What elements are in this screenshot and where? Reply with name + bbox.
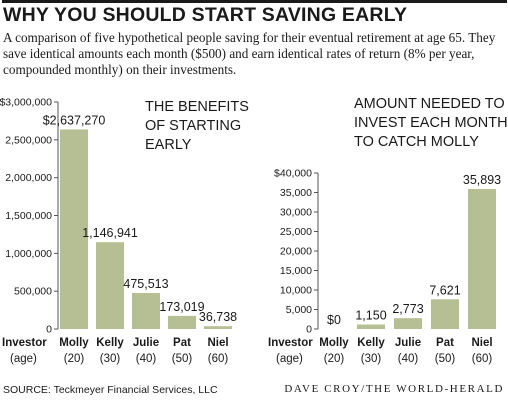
right-y-tick-label: 25,000: [280, 226, 312, 238]
left-y-tick-label: 0: [46, 324, 52, 336]
right-row-label-age: (age): [276, 353, 303, 365]
left-row-label-investor: Investor: [2, 337, 47, 349]
left-bar-pat: [168, 315, 196, 329]
left-y-tick-label: 1,500,000: [5, 210, 52, 222]
left-age-label: (20): [64, 353, 85, 365]
right-row-label-investor: Investor: [268, 337, 313, 349]
right-bar-kelly: [357, 324, 385, 329]
right-age-label: (20): [324, 353, 345, 365]
right-chart-title-line: INVEST EACH MONTH: [354, 115, 508, 131]
left-y-tick-label: 2,000,000: [5, 172, 52, 184]
left-bar-molly: [60, 129, 88, 329]
right-y-tick-label: $40,000: [274, 168, 312, 180]
left-category-label: Molly: [59, 337, 89, 349]
left-age-label: (50): [172, 353, 193, 365]
right-chart-title-line: AMOUNT NEEDED TO: [354, 96, 505, 112]
right-category-label: Julie: [395, 337, 421, 349]
source-note: SOURCE: Teckmeyer Financial Services, LL…: [3, 384, 218, 396]
left-chart-title-line: THE BENEFITS: [145, 99, 249, 115]
right-y-tick-label: 15,000: [280, 265, 312, 277]
left-bar-julie: [132, 293, 160, 329]
right-y-tick-label: 30,000: [280, 207, 312, 219]
right-value-label: $0: [327, 313, 341, 327]
right-y-tick-label: 35,000: [280, 187, 312, 199]
left-value-label: 1,146,941: [82, 226, 138, 240]
left-row-label-age: (age): [10, 353, 37, 365]
right-age-label: (40): [398, 353, 419, 365]
left-category-label: Pat: [173, 337, 191, 349]
left-value-label: 475,513: [123, 277, 168, 291]
right-y-tick-label: 20,000: [280, 246, 312, 258]
right-chart-title-line: TO CATCH MOLLY: [354, 134, 479, 150]
right-y-tick-label: 10,000: [280, 285, 312, 297]
left-age-label: (40): [136, 353, 157, 365]
right-bar-julie: [394, 318, 422, 329]
right-y-tick-label: 5,000: [286, 304, 312, 316]
right-y-tick-label: 0: [306, 324, 312, 336]
left-value-label: 36,738: [199, 310, 237, 324]
right-value-label: 2,773: [392, 302, 423, 316]
right-age-label: (60): [472, 353, 493, 365]
left-value-label: 173,019: [159, 300, 204, 314]
left-category-label: Kelly: [96, 337, 124, 349]
left-y-tick-label: 500,000: [14, 286, 52, 298]
right-value-label: 7,621: [429, 283, 460, 297]
left-age-label: (60): [208, 353, 229, 365]
right-category-label: Molly: [319, 337, 349, 349]
credit-line: DAVE CROY/THE WORLD-HERALD: [284, 383, 504, 395]
right-value-label: 1,150: [355, 309, 386, 323]
right-value-label: 35,893: [463, 173, 501, 187]
right-category-label: Pat: [436, 337, 454, 349]
left-y-tick-label: 1,000,000: [5, 248, 52, 260]
left-value-label: $2,637,270: [43, 113, 106, 127]
headline: WHY YOU SHOULD START SAVING EARLY: [2, 0, 507, 28]
left-category-label: Niel: [207, 337, 228, 349]
intro-text: A comparison of five hypothetical people…: [3, 30, 496, 77]
right-bar-pat: [431, 299, 459, 329]
left-chart-title-line: EARLY: [145, 137, 192, 153]
left-y-tick-label: $3,000,000: [0, 97, 52, 109]
left-chart-title-line: OF STARTING: [145, 118, 241, 134]
left-category-label: Julie: [133, 337, 159, 349]
right-category-label: Kelly: [357, 337, 385, 349]
left-age-label: (30): [100, 353, 121, 365]
right-category-label: Niel: [471, 337, 492, 349]
right-age-label: (30): [361, 353, 382, 365]
left-bar-kelly: [96, 242, 124, 329]
right-age-label: (50): [435, 353, 456, 365]
left-y-tick-label: 2,500,000: [5, 134, 52, 146]
right-bar-niel: [468, 189, 496, 329]
left-bar-niel: [204, 326, 232, 329]
